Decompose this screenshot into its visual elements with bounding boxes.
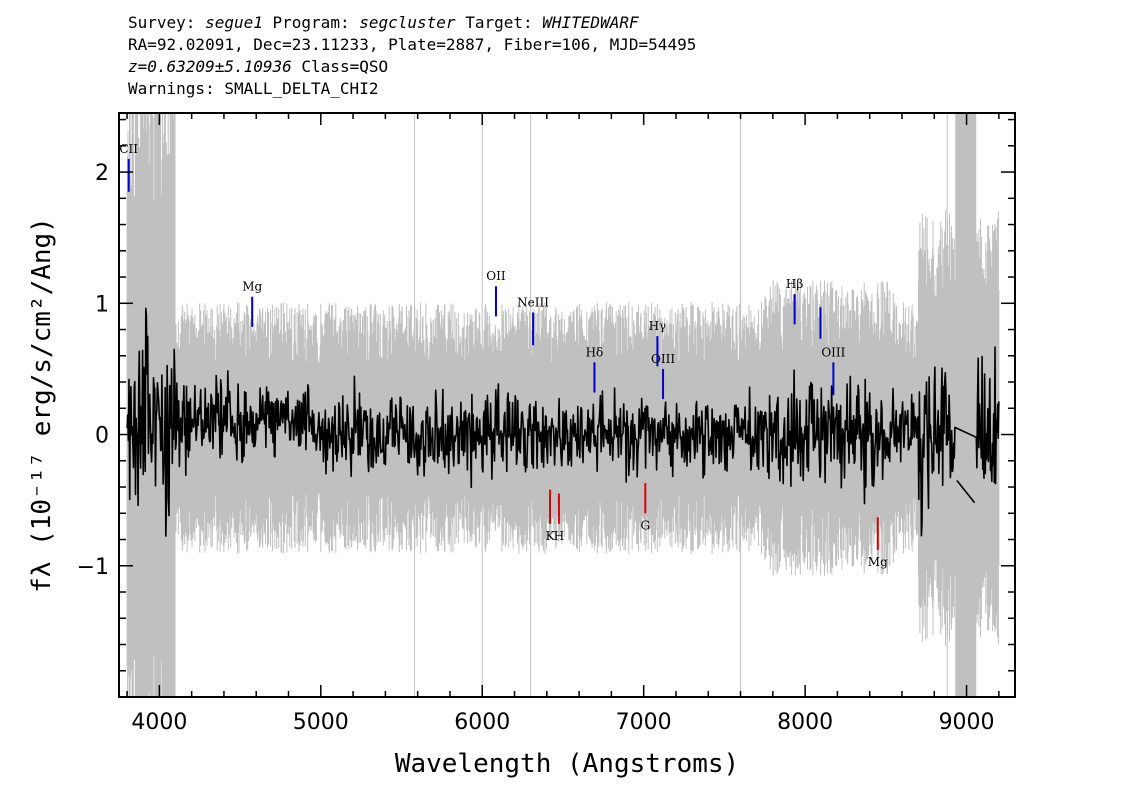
target-value: WHITEDWARF [542, 13, 639, 32]
emission-line-label: OIII [651, 352, 675, 366]
class-value: Class=QSO [301, 57, 389, 76]
x-axis-title: Wavelength (Angstroms) [395, 749, 739, 779]
line-markers: CII Mg OII NeIII Hδ Hγ OIII Hβ OIII K H G Mg [119, 142, 888, 569]
emission-line-label: Hβ [786, 277, 803, 291]
y-tick-label: 0 [95, 424, 109, 449]
x-tick-label: 6000 [454, 710, 510, 735]
survey-value: segue1 [205, 13, 263, 32]
redshift-value: z=0.63209±5.10936 [128, 57, 292, 76]
emission-line-label: OIII [821, 345, 845, 359]
x-tick-label: 9000 [939, 710, 995, 735]
emission-line-label: Hδ [586, 345, 604, 359]
header-line-3: z=0.63209±5.10936 Class=QSO [128, 56, 696, 78]
y-tick-label: 1 [95, 292, 109, 317]
header-line-2: RA=92.02091, Dec=23.11233, Plate=2887, F… [128, 35, 697, 54]
masked-band [955, 113, 977, 697]
header-line-1: Survey: segue1 Program: segcluster Targe… [128, 12, 696, 34]
emission-line-label: OII [486, 269, 506, 283]
plot-frame [118, 112, 1016, 698]
emission-line-label: Mg [242, 280, 262, 294]
flux-series [126, 307, 1000, 537]
absorption-line-label: Mg [868, 555, 888, 569]
emission-line-label: NeIII [517, 295, 549, 309]
axis-ticks: 4000 5000 6000 7000 8000 9000 −1 0 1 2 [77, 113, 1015, 735]
x-tick-label: 5000 [293, 710, 349, 735]
header-line-4: Warnings: SMALL_DELTA_CHI2 [128, 79, 379, 98]
y-axis-title: fλ (10⁻¹⁷ erg/s/cm²/Ang) [27, 217, 57, 593]
absorption-line-label: G [641, 518, 651, 532]
emission-line-label: CII [119, 142, 138, 156]
y-tick-label: −1 [77, 555, 109, 580]
survey-label: Survey: [128, 13, 196, 32]
y-tick-label: 2 [95, 161, 109, 186]
target-label: Target: [465, 13, 533, 32]
program-label: Program: [272, 13, 350, 32]
x-tick-label: 4000 [131, 710, 187, 735]
absorption-line-label: H [554, 529, 564, 543]
absorption-line-label: K [546, 529, 556, 543]
program-value: segcluster [359, 13, 456, 32]
x-tick-label: 7000 [616, 710, 672, 735]
spectrum-header: Survey: segue1 Program: segcluster Targe… [128, 12, 696, 100]
masked-region [955, 113, 977, 697]
emission-line-label: Hγ [649, 319, 667, 333]
flux-line [126, 307, 1000, 537]
x-tick-label: 8000 [777, 710, 833, 735]
